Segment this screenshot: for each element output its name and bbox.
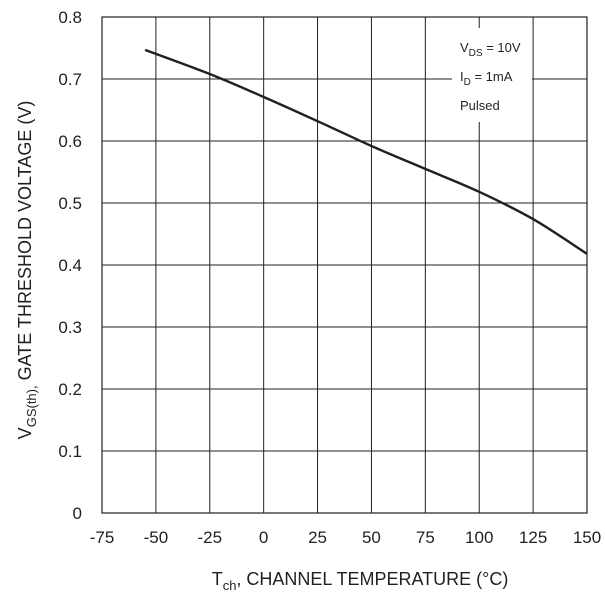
condition-id: ID = 1mA: [460, 69, 513, 88]
condition-pulsed: Pulsed: [460, 98, 500, 113]
x-tick-label: -50: [144, 528, 169, 547]
x-tick-label: 100: [465, 528, 493, 547]
x-tick-label: 50: [362, 528, 381, 547]
conditions-box: [452, 28, 532, 122]
y-tick-label: 0: [73, 504, 82, 523]
x-tick-label: -75: [90, 528, 115, 547]
y-tick-label: 0.5: [58, 194, 82, 213]
y-tick-label: 0.8: [58, 8, 82, 27]
y-tick-label: 0.1: [58, 442, 82, 461]
y-axis-title: VGS(th), GATE THRESHOLD VOLTAGE (V): [15, 101, 39, 440]
x-tick-label: 150: [573, 528, 601, 547]
y-tick-label: 0.4: [58, 256, 82, 275]
x-tick-labels: -75 -50 -25 0 25 50 75 100 125 150: [90, 528, 601, 547]
y-tick-label: 0.6: [58, 132, 82, 151]
plot-frame: [101, 16, 588, 514]
condition-vds: VDS = 10V: [460, 40, 521, 59]
x-tick-label: 25: [308, 528, 327, 547]
series-line: [144, 48, 588, 255]
x-tick-label: 75: [416, 528, 435, 547]
y-tick-label: 0.3: [58, 318, 82, 337]
y-tick-label: 0.2: [58, 380, 82, 399]
y-tick-labels: 0 0.1 0.2 0.3 0.4 0.5 0.6 0.7 0.8: [58, 8, 82, 523]
x-tick-label: 0: [259, 528, 268, 547]
x-tick-label: -25: [197, 528, 222, 547]
x-axis-title: Tch, CHANNEL TEMPERATURE (°C): [212, 569, 509, 593]
y-tick-label: 0.7: [58, 70, 82, 89]
x-tick-label: 125: [519, 528, 547, 547]
